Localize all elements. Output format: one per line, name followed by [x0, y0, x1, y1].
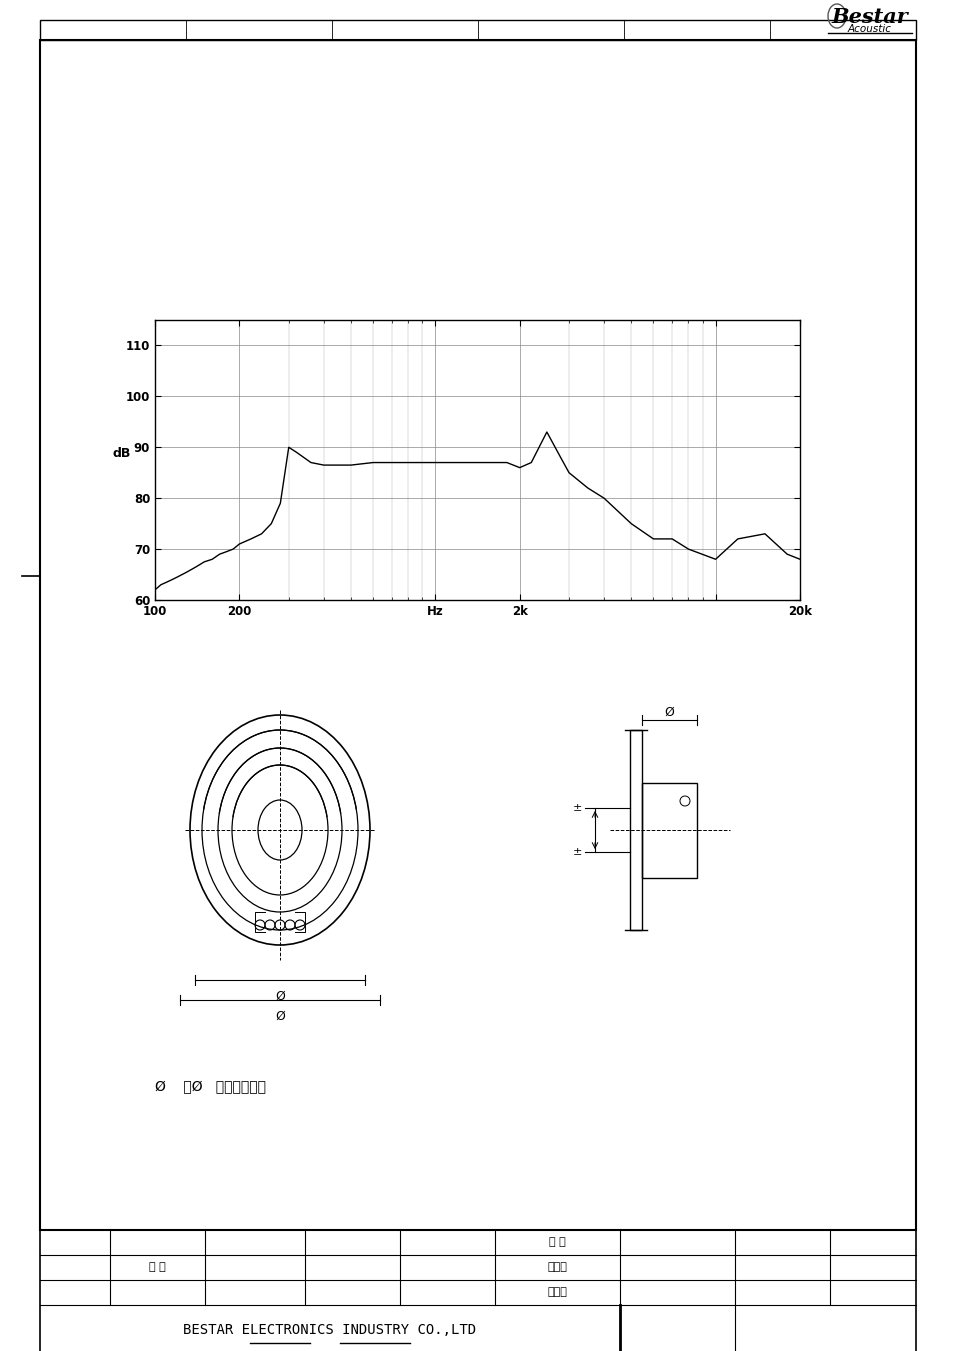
- Text: Ø: Ø: [664, 705, 674, 719]
- Bar: [40, 41, 915, 1229]
- Bar: [641, 784, 697, 878]
- Bar: [40, 20, 915, 41]
- Bar: [40, 1229, 915, 1351]
- Text: BESTAR ELECTRONICS INDUSTRY CO.,LTD: BESTAR ELECTRONICS INDUSTRY CO.,LTD: [183, 1323, 476, 1337]
- Y-axis label: dB: dB: [112, 447, 131, 459]
- Text: ±: ±: [572, 847, 581, 857]
- Text: 付 静: 付 静: [549, 1238, 565, 1247]
- Bar: [629, 730, 641, 929]
- Text: Ø    与Ø   同心度不超过: Ø 与Ø 同心度不超过: [154, 1079, 266, 1094]
- Text: Ø: Ø: [274, 990, 285, 1002]
- Text: Bestar: Bestar: [831, 7, 907, 27]
- Text: ±: ±: [572, 802, 581, 813]
- Text: Acoustic: Acoustic: [847, 24, 891, 34]
- Text: 莫丽丽: 莫丽丽: [547, 1262, 567, 1273]
- Text: Ø: Ø: [274, 1011, 285, 1023]
- Text: 付 静: 付 静: [149, 1262, 166, 1273]
- Text: 张秀琴: 张秀琴: [547, 1288, 567, 1297]
